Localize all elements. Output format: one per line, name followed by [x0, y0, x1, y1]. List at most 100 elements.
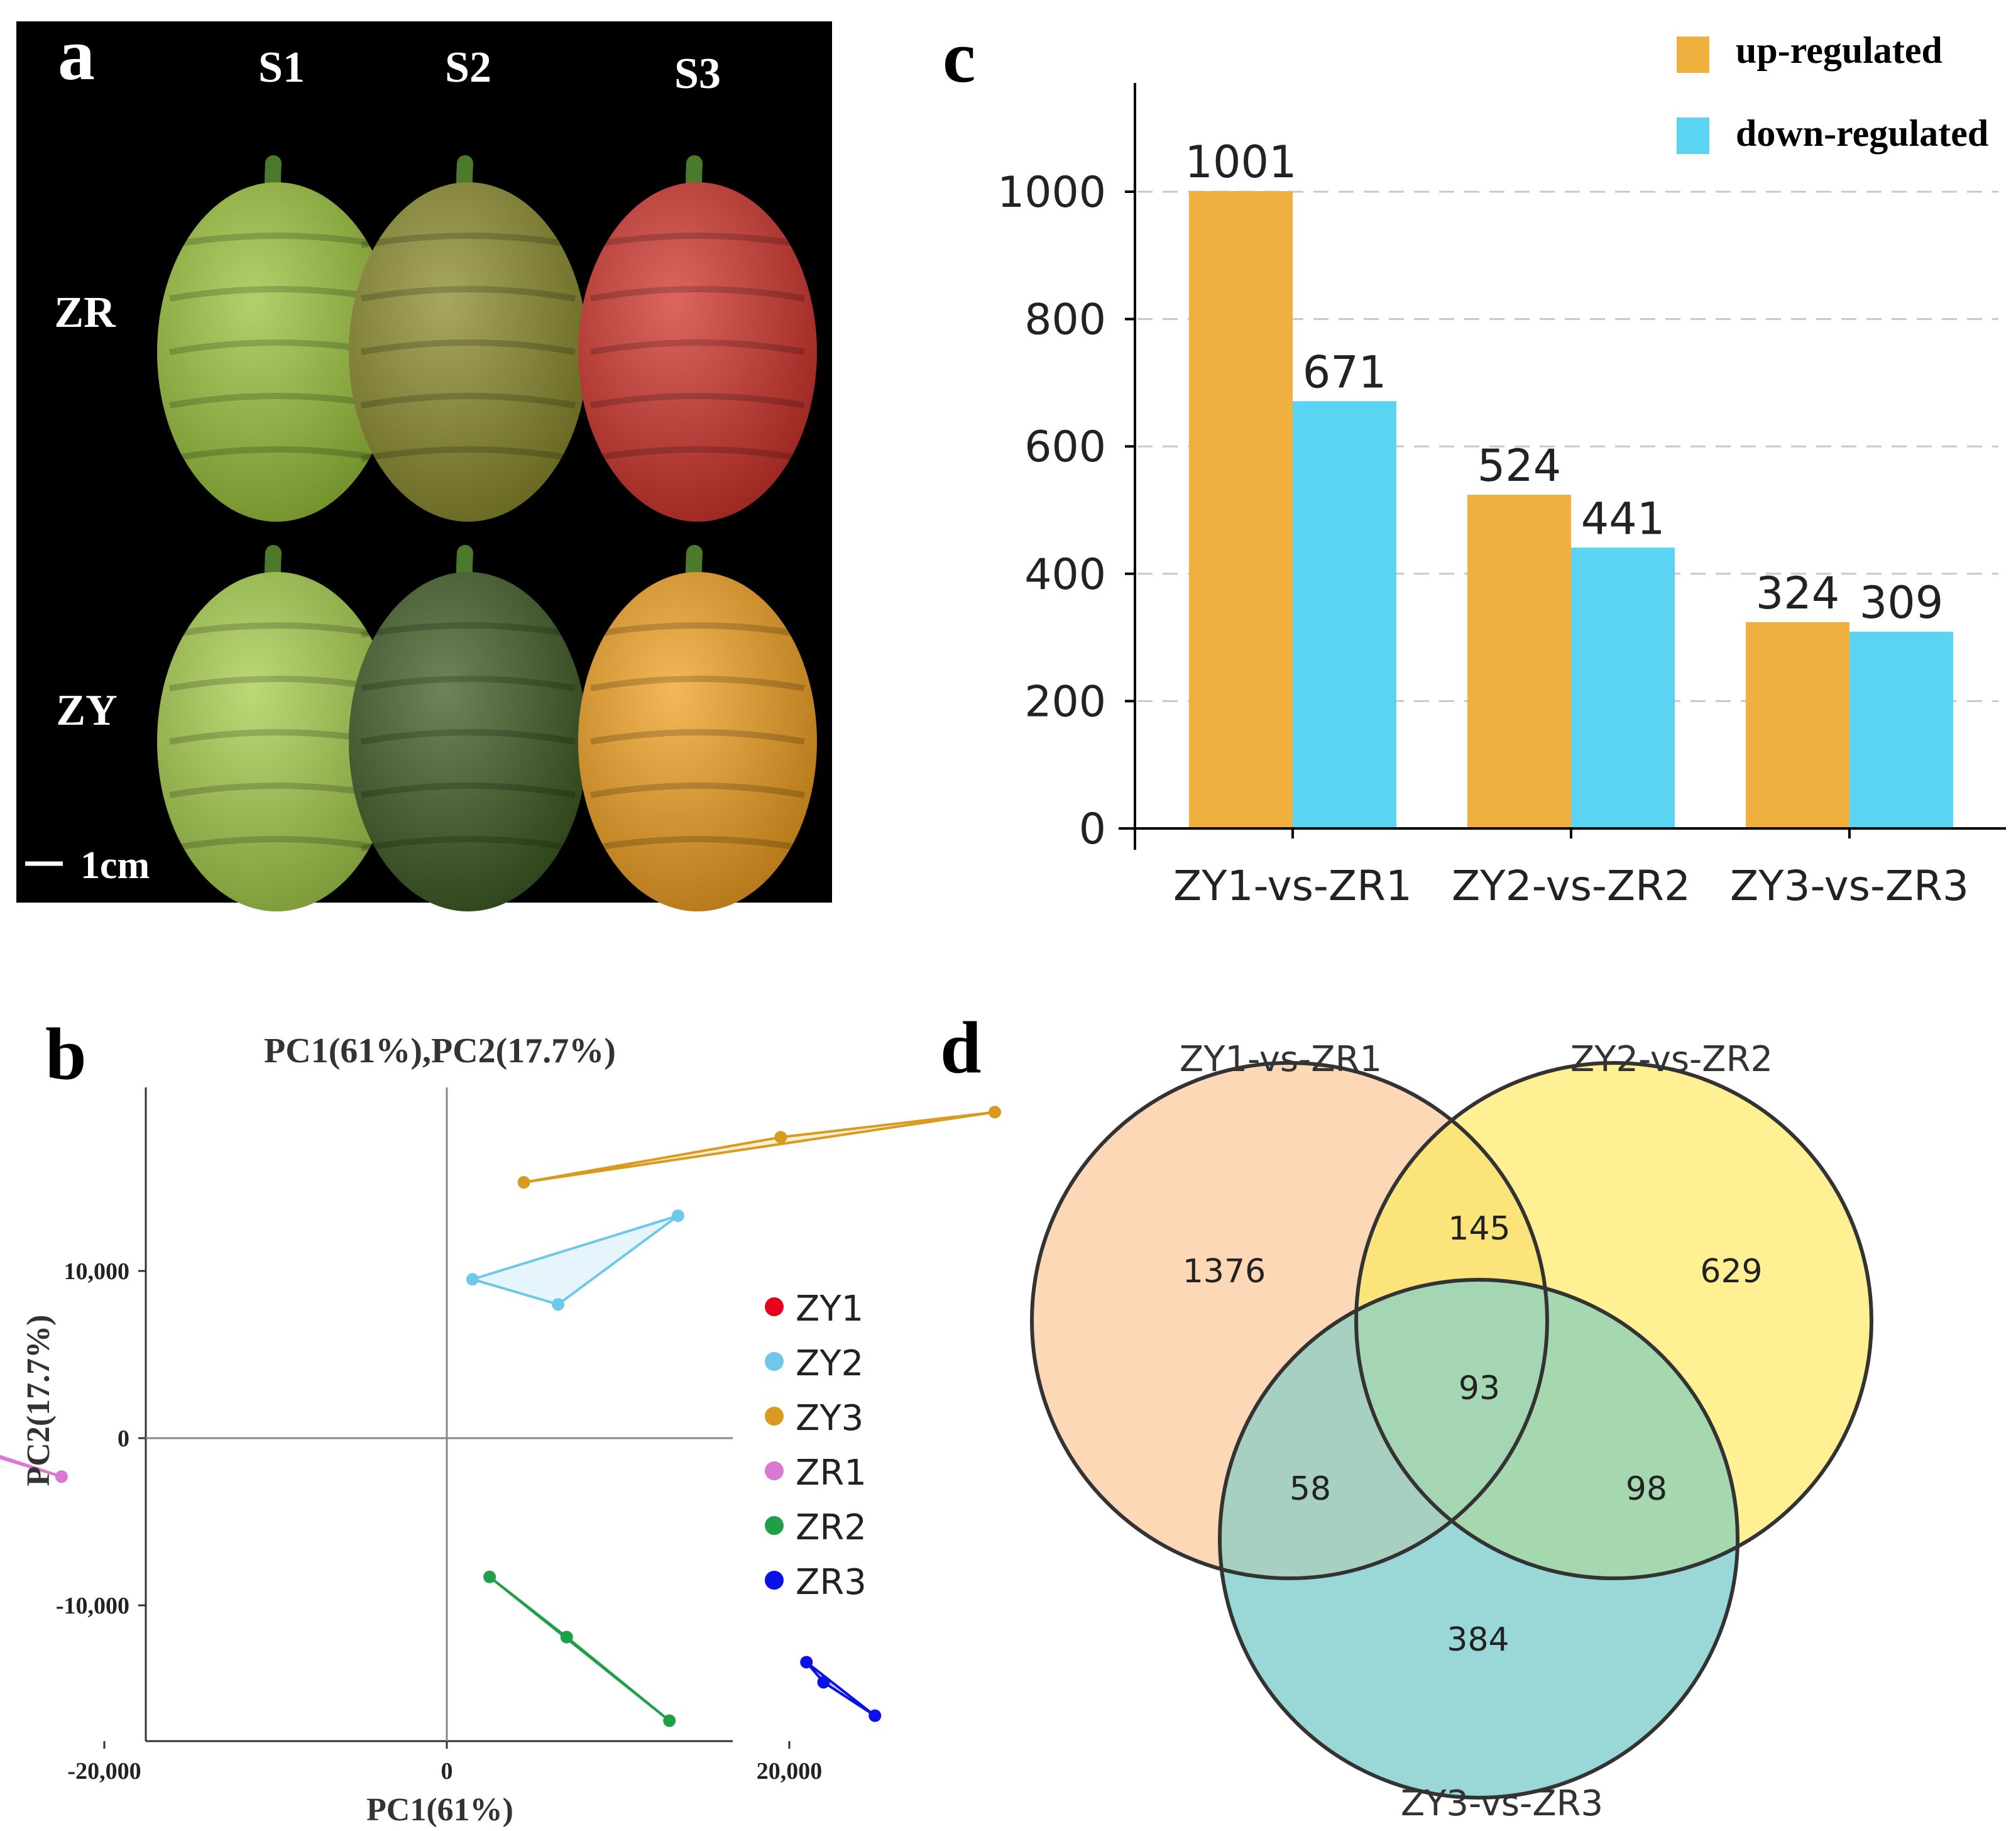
bar-y-tick-label: 200 — [1024, 677, 1106, 727]
pca-y-label: PC2(17.7%) — [21, 1315, 57, 1487]
bar-up-2 — [1467, 495, 1571, 828]
bar-down-2 — [1571, 547, 1675, 828]
pca-x-tick-label: 20,000 — [757, 1758, 823, 1784]
bar-y-tick-label: 800 — [1024, 295, 1106, 345]
column-label-s2: S2 — [445, 43, 491, 92]
bar-marks: 1001 671 524 441 324 309 — [1185, 136, 1953, 828]
pca-hull-zr3 — [805, 1661, 876, 1717]
panel-label-c: c — [943, 16, 975, 98]
venn-count-bc: 98 — [1626, 1470, 1667, 1508]
panel-label-b: b — [45, 1013, 87, 1095]
row-label-zy: ZY — [56, 686, 117, 735]
bar-category-label: ZY2-vs-ZR2 — [1452, 862, 1690, 910]
venn-count-ac: 58 — [1290, 1470, 1331, 1508]
pca-point-zr2-1 — [483, 1570, 496, 1583]
pca-legend-label: ZR2 — [796, 1507, 867, 1548]
pca-legend-marker — [765, 1461, 784, 1480]
venn-count-abc: 93 — [1459, 1370, 1500, 1407]
pca-point-zr2-2 — [560, 1630, 573, 1644]
pca-point-zy3-2 — [774, 1131, 787, 1144]
pca-x-label: PC1(61%) — [366, 1792, 513, 1828]
pca-point-zy2-2 — [671, 1209, 684, 1223]
bar-y-tick-label: 1000 — [997, 168, 1106, 217]
venn-count-c: 384 — [1447, 1621, 1509, 1659]
pca-legend-label: ZY1 — [796, 1289, 863, 1329]
pca-legend-marker — [765, 1407, 784, 1426]
pca-point-zr3-1 — [800, 1656, 813, 1669]
venn-label-c: ZY3-vs-ZR3 — [1401, 1783, 1603, 1824]
legend-label-up: up-regulated — [1736, 30, 1942, 71]
panel-label-d: d — [940, 1006, 982, 1089]
scale-label: 1cm — [80, 844, 150, 887]
bar-value-label: 309 — [1860, 577, 1944, 629]
legend-label-down: down-regulated — [1736, 113, 1988, 154]
venn-label-a: ZY1-vs-ZR1 — [1180, 1039, 1382, 1080]
pca-y-tick-label: 10,000 — [64, 1258, 130, 1285]
bar-y-ticks: 0 200 400 600 800 1000 — [997, 168, 1135, 854]
pca-point-zr3-3 — [868, 1709, 882, 1722]
bar-down-1 — [1293, 401, 1396, 828]
pca-x-tick-label: 0 — [441, 1758, 453, 1784]
pca-hull-zr1 — [0, 1454, 62, 1478]
pca-point-zy2-1 — [466, 1273, 479, 1286]
bar-category-label: ZY3-vs-ZR3 — [1730, 862, 1969, 910]
pca-hull-zy3 — [523, 1111, 995, 1184]
bar-y-tick-label: 0 — [1079, 805, 1106, 854]
venn-count-a: 1376 — [1183, 1253, 1266, 1290]
pca-hull-zr2 — [488, 1576, 671, 1722]
bar-category-label: ZY1-vs-ZR1 — [1173, 862, 1412, 910]
bar-value-label: 671 — [1303, 346, 1387, 398]
pca-point-zr1-3 — [55, 1470, 68, 1483]
pepper-zy-s3 — [578, 545, 817, 911]
pca-point-zr2-3 — [663, 1714, 676, 1727]
panel-b: b PC1(61%),PC2(17.7%) -20,000 0 20,000 10,0… — [0, 1013, 1001, 1828]
pepper-zr-s2 — [349, 155, 588, 522]
bar-up-3 — [1746, 622, 1849, 828]
venn-count-b: 629 — [1700, 1253, 1762, 1290]
pca-marks — [0, 1106, 1001, 1727]
venn-outline-a — [1030, 1061, 1549, 1580]
bar-value-label: 524 — [1477, 440, 1562, 492]
pca-title: PC1(61%),PC2(17.7%) — [264, 1031, 616, 1070]
pca-legend: ZY1 ZY2 ZY3 ZR1 ZR2 ZR3 — [765, 1289, 867, 1603]
pepper-photos — [157, 155, 817, 911]
bar-y-tick-label: 600 — [1024, 422, 1106, 472]
bar-value-label: 1001 — [1185, 136, 1296, 188]
pca-point-zy2-3 — [552, 1298, 565, 1311]
legend-swatch-up — [1677, 36, 1709, 73]
bar-legend: up-regulated down-regulated — [1677, 30, 1988, 154]
pca-legend-label: ZY2 — [796, 1343, 863, 1384]
venn-count-ab: 145 — [1448, 1210, 1510, 1248]
pca-y-tick-label: -10,000 — [56, 1593, 129, 1619]
bar-category-labels: ZY1-vs-ZR1 ZY2-vs-ZR2 ZY3-vs-ZR3 — [1173, 828, 1969, 910]
pca-ticks: -20,000 0 20,000 10,000 0 -10,000 — [56, 1258, 822, 1784]
pca-legend-marker — [765, 1571, 784, 1590]
pepper-zy-s1 — [157, 545, 396, 911]
row-label-zr: ZR — [54, 289, 116, 337]
bar-value-label: 441 — [1581, 493, 1665, 544]
pepper-zy-s2 — [349, 545, 588, 911]
venn-outline-b — [1354, 1061, 1873, 1580]
panel-label-a: a — [58, 13, 95, 96]
pca-y-tick-label: 0 — [118, 1426, 129, 1452]
pepper-zr-s3 — [578, 155, 817, 522]
pca-legend-label: ZY3 — [796, 1398, 863, 1439]
legend-swatch-down — [1677, 118, 1709, 154]
panel-d: d ZY1-vs-ZR1 ZY2-vs-ZR2 ZY3-vs-ZR3 1376 … — [940, 1006, 1873, 1824]
pca-legend-label: ZR3 — [796, 1562, 867, 1603]
bar-value-label: 324 — [1756, 568, 1840, 619]
column-label-s3: S3 — [674, 50, 721, 98]
pca-point-zy3-1 — [517, 1176, 530, 1189]
pca-point-zy3-3 — [989, 1106, 1001, 1119]
pca-point-zr3-2 — [817, 1676, 830, 1689]
column-label-s1: S1 — [258, 43, 305, 92]
pca-legend-marker — [765, 1297, 784, 1316]
venn-label-b: ZY2-vs-ZR2 — [1570, 1039, 1773, 1080]
venn-outline-c — [1218, 1278, 1739, 1800]
pca-legend-label: ZR1 — [796, 1453, 867, 1493]
pca-legend-marker — [765, 1516, 784, 1535]
pca-legend-marker — [765, 1352, 784, 1371]
bar-up-1 — [1189, 190, 1293, 828]
